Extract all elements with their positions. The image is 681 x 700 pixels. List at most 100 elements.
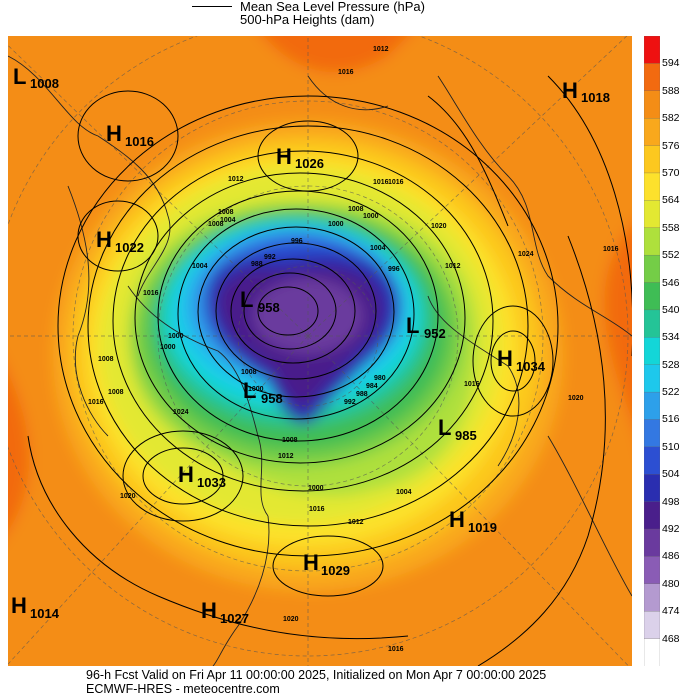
isobar-label: 1024 <box>518 251 534 258</box>
colorbar-swatch <box>644 638 660 666</box>
colorbar-swatch <box>644 309 660 338</box>
svg-text:1026: 1026 <box>295 156 324 171</box>
colorbar-tick-label: 558 <box>662 221 680 234</box>
isobar-label: 1008 <box>241 369 257 376</box>
isobar-label: 992 <box>344 399 356 406</box>
band-486 <box>253 278 363 354</box>
colorbar-tick-label: 588 <box>662 84 680 97</box>
isobar-label: 996 <box>388 266 400 273</box>
svg-text:1033: 1033 <box>197 475 226 490</box>
colorbar-swatch <box>644 501 660 530</box>
colorbar-swatch <box>644 528 660 558</box>
pressure-center: L 958 <box>243 378 283 406</box>
isobar-label: 1020 <box>283 616 299 623</box>
svg-text:H: H <box>497 346 513 371</box>
colorbar-swatch <box>644 254 660 284</box>
colorbar-swatch <box>644 391 660 421</box>
pressure-center: H 1018 <box>562 78 610 105</box>
isobar-label: 1020 <box>120 493 136 500</box>
svg-text:H: H <box>201 598 217 623</box>
pressure-center: H 1029 <box>303 550 350 578</box>
colorbar-tick-label: 516 <box>662 413 680 426</box>
colorbar-swatch <box>644 227 660 256</box>
colorbar-swatch <box>644 90 660 119</box>
svg-text:H: H <box>178 462 194 487</box>
svg-text:L: L <box>240 287 253 312</box>
svg-text:1018: 1018 <box>581 90 610 105</box>
isobar-label: 1016 <box>143 290 159 297</box>
isobar-label: 1016 <box>603 246 619 253</box>
pressure-center: H 1019 <box>449 507 497 535</box>
isobar-label: 1000 <box>308 485 324 492</box>
colorbar-tick-label: 504 <box>662 468 680 481</box>
svg-text:L: L <box>13 64 26 89</box>
heights-colorbar <box>644 36 660 666</box>
pressure-center: L 952 <box>406 313 446 341</box>
map-footer: 96-h Fcst Valid on Fri Apr 11 00:00:00 2… <box>0 668 681 700</box>
isobar-label: 1016 <box>464 381 480 388</box>
svg-text:H: H <box>562 78 578 103</box>
isobar-label: 1004 <box>370 245 386 252</box>
colorbar-swatch <box>644 583 660 612</box>
colorbar-tick-label: 546 <box>662 276 680 289</box>
isobar-label: 1008 <box>98 356 114 363</box>
legend-mslp-label: Mean Sea Level Pressure (hPa) <box>240 0 425 14</box>
heights-fill <box>8 36 632 666</box>
isobar-label: 1016 <box>309 506 325 513</box>
svg-text:L: L <box>243 378 256 403</box>
svg-text:1008: 1008 <box>30 76 59 91</box>
svg-text:H: H <box>106 121 122 146</box>
svg-text:1014: 1014 <box>30 606 60 621</box>
svg-text:H: H <box>96 227 112 252</box>
colorbar-swatch <box>644 611 660 640</box>
svg-text:L: L <box>438 415 451 440</box>
svg-text:H: H <box>449 507 465 532</box>
isobar-label: 1004 <box>192 263 208 270</box>
isobar-label: 996 <box>291 238 303 245</box>
svg-text:1029: 1029 <box>321 563 350 578</box>
isobar-label: 1016 <box>338 69 354 76</box>
pressure-center: H 1034 <box>497 346 546 374</box>
isobar-label: 980 <box>374 375 386 382</box>
isobars <box>27 75 632 666</box>
isobar-label: 1000 <box>168 333 184 340</box>
forecast-map: 1012 1016 1016 1012 1008 1004 1000 996 9… <box>8 36 632 666</box>
isobar-label: 1000 <box>248 386 264 393</box>
colorbar-swatch <box>644 145 660 174</box>
pressure-center: H 1022 <box>96 227 144 255</box>
svg-text:H: H <box>276 144 292 169</box>
colorbar-tick-label: 540 <box>662 303 680 316</box>
svg-text:958: 958 <box>258 300 280 315</box>
pressure-center: L 958 <box>240 287 280 315</box>
isobar-labels: 1012 1016 1016 1012 1008 1004 1000 996 9… <box>88 46 619 653</box>
isobar-label: 1008 <box>348 206 364 213</box>
colorbar-tick-label: 594 <box>662 57 680 70</box>
colorbar-labels: 594 588 582 576 570 564 558 552 546 540 534 528 522 5… <box>662 36 681 666</box>
isobar-label: 1016 <box>88 399 104 406</box>
colorbar-swatch <box>644 63 660 92</box>
svg-text:1022: 1022 <box>115 240 144 255</box>
isobar-label: 1000 <box>363 213 379 220</box>
isobar-label: 1000 <box>160 344 176 351</box>
colorbar-tick-label: 528 <box>662 358 680 371</box>
colorbar-tick-label: 552 <box>662 249 680 262</box>
isobar-label: 1024 <box>173 409 189 416</box>
graticule <box>8 36 632 666</box>
colorbar-tick-label: 474 <box>662 605 680 618</box>
map-legend: Mean Sea Level Pressure (hPa) 500-hPa He… <box>0 0 681 36</box>
colorbar-tick-label: 582 <box>662 112 680 125</box>
isobar-label: 1016 <box>388 179 404 186</box>
pressure-center: H 1016 <box>106 121 154 149</box>
isobar-label: 1008 <box>108 389 124 396</box>
svg-text:1034: 1034 <box>516 359 546 374</box>
pressure-center: H 1026 <box>276 144 324 171</box>
model-source-text: ECMWF-HRES - meteocentre.com <box>86 682 280 696</box>
colorbar-swatch <box>644 446 660 475</box>
colorbar-tick-label: 534 <box>662 331 680 344</box>
svg-text:958: 958 <box>261 391 283 406</box>
forecast-validity-text: 96-h Fcst Valid on Fri Apr 11 00:00:00 2… <box>86 668 547 682</box>
isobar-label: 1008 <box>208 221 224 228</box>
isobar-label: 1004 <box>220 217 236 224</box>
svg-text:L: L <box>406 313 419 338</box>
svg-text:H: H <box>303 550 319 575</box>
